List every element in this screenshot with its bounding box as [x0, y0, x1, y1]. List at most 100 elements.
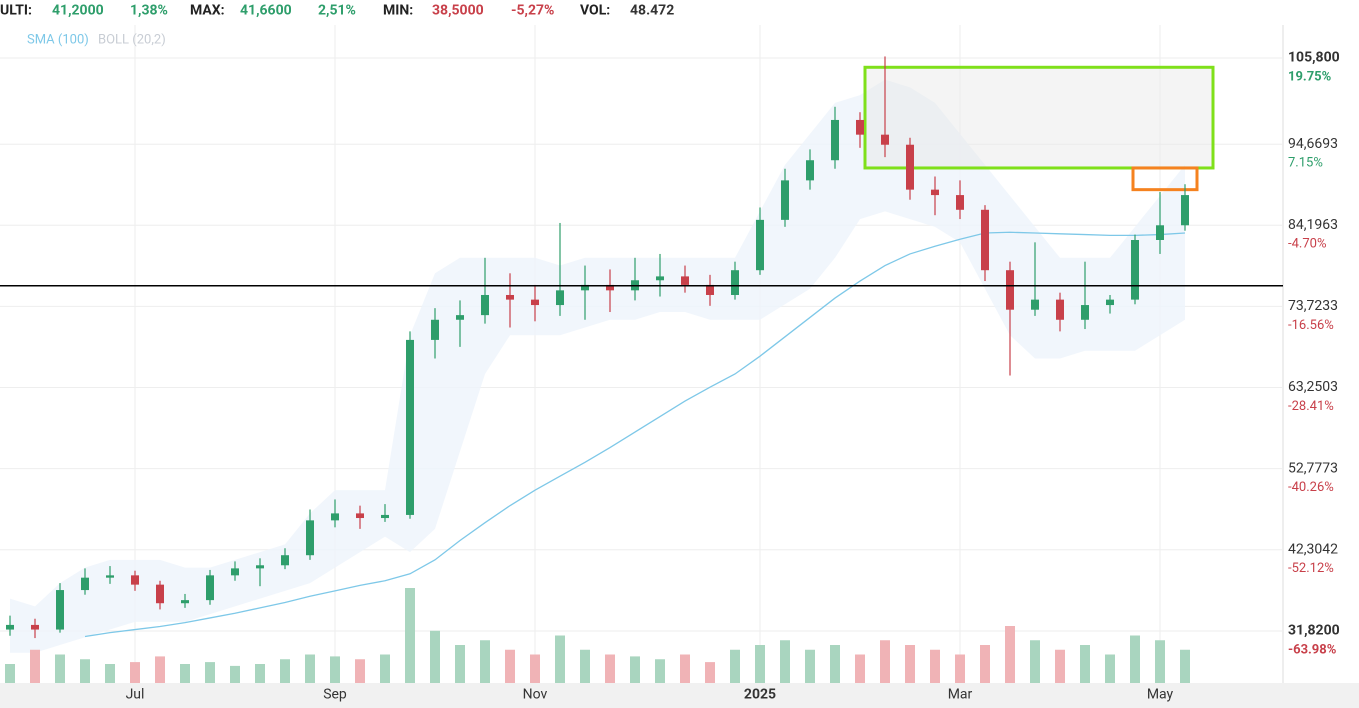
- legend-boll: BOLL (20,2): [98, 32, 166, 47]
- y-tick-label: 42,3042: [1288, 541, 1338, 557]
- candle-body: [281, 555, 289, 566]
- candle-body: [731, 270, 739, 295]
- candle-body: [681, 276, 689, 285]
- candle-body: [756, 219, 764, 271]
- volume-bar: [980, 645, 990, 683]
- candle-body: [131, 575, 139, 585]
- volume-bar: [305, 654, 315, 683]
- volume-bar: [280, 659, 290, 683]
- candle-body: [656, 276, 664, 281]
- y-tick-label: 73,7233: [1288, 298, 1338, 314]
- volume-bar: [1055, 649, 1065, 683]
- header-value: 38,5000: [432, 3, 484, 19]
- volume-bar: [230, 665, 240, 683]
- candle-body: [181, 600, 189, 604]
- volume-bar: [630, 656, 640, 683]
- candle-body: [306, 520, 314, 556]
- volume-bar: [855, 654, 865, 683]
- y-tick-change: -16.56%: [1288, 318, 1334, 333]
- candle-body: [981, 209, 989, 271]
- candle-body: [81, 577, 89, 591]
- candle-body: [356, 513, 364, 519]
- volume-bar: [580, 649, 590, 683]
- bollinger-band: [10, 79, 1185, 653]
- zone-box: [1131, 166, 1199, 192]
- y-tick-label: 84,1963: [1288, 217, 1338, 233]
- candle-body: [1081, 305, 1089, 320]
- x-tick-label: May: [1147, 687, 1174, 703]
- volume-bar: [505, 649, 515, 683]
- volume-bar: [205, 662, 215, 683]
- volume-bar: [455, 645, 465, 683]
- header-label: MAX:: [190, 3, 225, 19]
- volume-bar: [180, 664, 190, 683]
- candle-body: [481, 294, 489, 316]
- candle-body: [206, 575, 214, 601]
- candle-body: [156, 584, 164, 604]
- y-tick-change: -52.12%: [1288, 561, 1334, 576]
- candle-body: [556, 290, 564, 306]
- candle-body: [431, 319, 439, 340]
- y-tick-label: 31,8200: [1288, 623, 1340, 639]
- header-label: MIN:: [383, 3, 413, 19]
- volume-bar: [555, 635, 565, 683]
- volume-bar: [730, 649, 740, 683]
- y-tick-change: 19.75%: [1288, 69, 1332, 84]
- volume-bar: [530, 654, 540, 683]
- candle-body: [1156, 225, 1164, 240]
- volume-bar: [155, 656, 165, 683]
- candle-body: [56, 590, 64, 630]
- x-tick-label: 2025: [744, 687, 776, 703]
- volume-bar: [130, 662, 140, 683]
- candle-body: [1106, 299, 1114, 306]
- y-tick-change: -4.70%: [1288, 237, 1326, 252]
- candle-body: [1181, 195, 1189, 226]
- volume-bar: [830, 645, 840, 683]
- candle-body: [406, 339, 414, 515]
- volume-bar: [355, 659, 365, 683]
- candle-body: [906, 144, 914, 190]
- y-tick-label: 105,800: [1288, 50, 1340, 66]
- candle-body: [831, 119, 839, 161]
- candle-body: [1056, 299, 1064, 320]
- volume-bar: [755, 645, 765, 683]
- header-change: 2,51%: [318, 3, 356, 19]
- candle-body: [881, 134, 889, 145]
- volume-bar: [255, 664, 265, 683]
- y-tick-label: 52,7773: [1288, 460, 1338, 476]
- y-tick-label: 63,2503: [1288, 379, 1338, 395]
- candle-body: [531, 299, 539, 306]
- volume-bar: [905, 645, 915, 683]
- volume-bar: [705, 662, 715, 683]
- volume-bar: [1130, 635, 1140, 683]
- header-change: 1,38%: [130, 3, 168, 19]
- volume-bar: [380, 654, 390, 683]
- volume-bar: [430, 630, 440, 683]
- candle-body: [931, 189, 939, 196]
- volume-bar: [1105, 654, 1115, 683]
- candle-body: [581, 284, 589, 291]
- candle-body: [456, 315, 464, 320]
- candle-body: [256, 565, 264, 569]
- y-tick-change: -40.26%: [1288, 480, 1334, 495]
- legend-sma: SMA (100): [27, 32, 89, 47]
- volume-bar: [655, 659, 665, 683]
- header-value: 41,6600: [240, 3, 292, 19]
- candle-body: [781, 180, 789, 220]
- candle-body: [1006, 270, 1014, 310]
- x-tick-label: Nov: [523, 687, 548, 703]
- volume-bar: [930, 649, 940, 683]
- sma-line: [84, 231, 1186, 638]
- volume-bar: [805, 649, 815, 683]
- header-value: 48.472: [630, 3, 674, 19]
- volume-bar: [330, 656, 340, 683]
- candle-body: [606, 284, 614, 291]
- volume-bar: [480, 640, 490, 683]
- volume-bar: [680, 654, 690, 683]
- candle-body: [331, 513, 339, 521]
- volume-bar: [80, 659, 90, 683]
- volume-bar: [1180, 649, 1190, 683]
- header-label: ULTI:: [0, 3, 32, 19]
- candle-body: [706, 284, 714, 295]
